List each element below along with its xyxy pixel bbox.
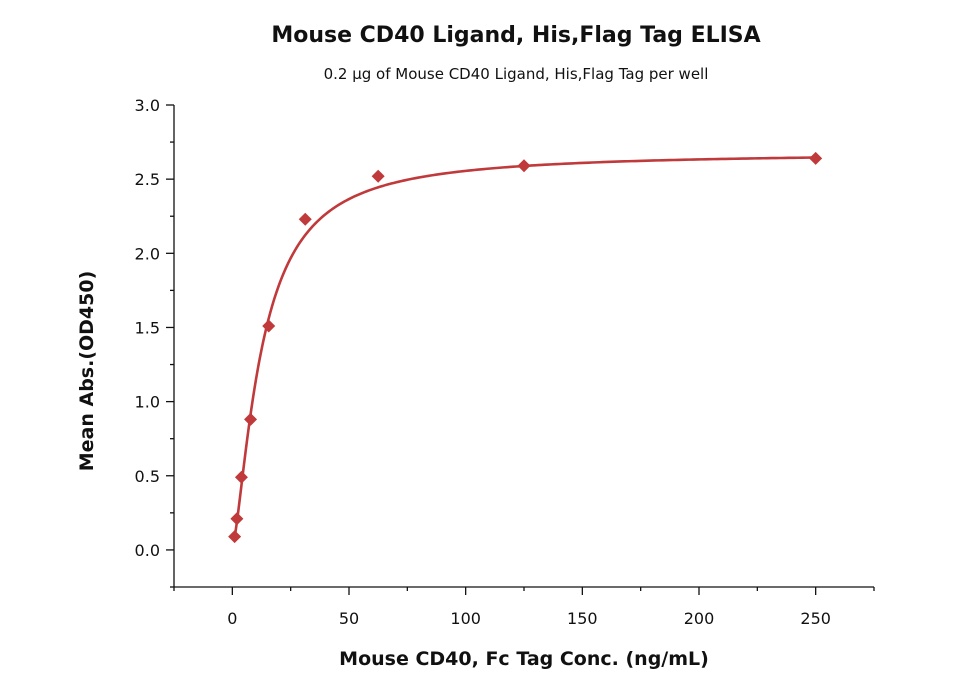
data-point <box>371 169 385 183</box>
data-point <box>228 530 242 544</box>
x-tick-label: 250 <box>800 609 831 628</box>
fit-curve <box>233 156 816 538</box>
x-tick-label: 200 <box>684 609 715 628</box>
x-axis: 0 50 100 150 200 250 <box>173 586 875 628</box>
chart-title: Mouse CD40 Ligand, His,Flag Tag ELISA <box>271 23 760 48</box>
data-point <box>298 212 312 226</box>
data-points <box>228 151 823 544</box>
data-point <box>262 319 276 333</box>
y-tick-label: 1.0 <box>135 393 160 412</box>
x-tick-label: 50 <box>339 609 359 628</box>
x-tick-label: 100 <box>450 609 481 628</box>
data-point <box>809 151 823 165</box>
data-point <box>230 512 244 526</box>
y-axis-label: Mean Abs.(OD450) <box>76 271 98 472</box>
y-tick-label: 0.5 <box>135 467 160 486</box>
data-point <box>517 159 531 173</box>
y-axis: 0.0 0.5 1.0 1.5 2.0 2.5 3.0 <box>135 96 175 588</box>
data-point <box>234 470 248 484</box>
y-tick-label: 3.0 <box>135 96 160 115</box>
y-tick-label: 2.0 <box>135 244 160 263</box>
y-tick-label: 0.0 <box>135 541 160 560</box>
x-ticks: 0 50 100 150 200 250 <box>173 587 875 628</box>
y-tick-label: 2.5 <box>135 170 160 189</box>
x-tick-label: 0 <box>227 609 237 628</box>
chart-subtitle: 0.2 µg of Mouse CD40 Ligand, His,Flag Ta… <box>324 65 709 83</box>
y-ticks: 0.0 0.5 1.0 1.5 2.0 2.5 3.0 <box>135 96 174 588</box>
x-axis-label: Mouse CD40, Fc Tag Conc. (ng/mL) <box>339 648 709 670</box>
x-tick-label: 150 <box>567 609 598 628</box>
y-tick-label: 1.5 <box>135 318 160 337</box>
data-point <box>244 412 258 426</box>
